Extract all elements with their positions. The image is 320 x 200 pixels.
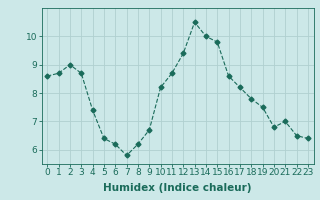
X-axis label: Humidex (Indice chaleur): Humidex (Indice chaleur) [103,183,252,193]
